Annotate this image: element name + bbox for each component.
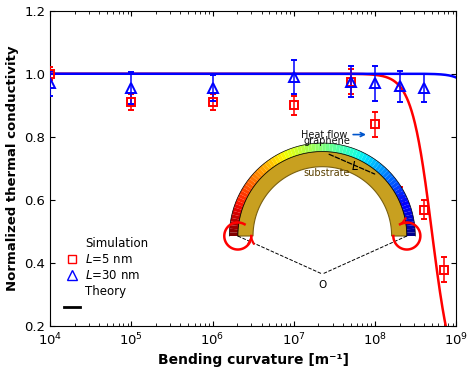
Polygon shape <box>377 165 385 174</box>
Polygon shape <box>322 143 326 151</box>
Polygon shape <box>238 151 407 236</box>
Polygon shape <box>271 157 278 166</box>
Polygon shape <box>355 150 361 159</box>
Text: O: O <box>318 280 327 290</box>
Polygon shape <box>311 143 316 152</box>
Polygon shape <box>401 204 411 210</box>
Polygon shape <box>374 163 383 172</box>
Polygon shape <box>391 181 400 189</box>
Polygon shape <box>232 211 241 216</box>
Polygon shape <box>405 218 414 223</box>
Polygon shape <box>304 144 309 153</box>
Polygon shape <box>399 197 408 204</box>
Text: graphene: graphene <box>303 137 350 147</box>
Polygon shape <box>389 178 398 186</box>
Polygon shape <box>249 176 258 184</box>
Polygon shape <box>280 151 287 161</box>
Polygon shape <box>230 222 239 226</box>
Legend: Simulation, $L$=5 nm, $L$=30 nm, Theory,   : Simulation, $L$=5 nm, $L$=30 nm, Theory, <box>60 233 152 317</box>
Polygon shape <box>369 159 377 167</box>
Polygon shape <box>259 165 267 174</box>
Polygon shape <box>336 144 340 153</box>
Y-axis label: Normalized thermal conductivity: Normalized thermal conductivity <box>6 46 18 291</box>
Polygon shape <box>326 143 329 152</box>
Polygon shape <box>407 229 415 233</box>
Polygon shape <box>404 211 413 216</box>
Text: $L$: $L$ <box>350 160 358 173</box>
Polygon shape <box>252 173 260 181</box>
Polygon shape <box>301 145 306 154</box>
Polygon shape <box>319 143 322 151</box>
Polygon shape <box>372 161 380 170</box>
Polygon shape <box>407 232 415 236</box>
Polygon shape <box>394 187 403 195</box>
Polygon shape <box>392 184 401 192</box>
Polygon shape <box>256 168 265 176</box>
Polygon shape <box>384 173 393 181</box>
Polygon shape <box>283 150 290 159</box>
Polygon shape <box>234 204 243 210</box>
Polygon shape <box>241 187 250 195</box>
Polygon shape <box>406 225 415 229</box>
Polygon shape <box>308 144 312 153</box>
Polygon shape <box>329 143 333 152</box>
Polygon shape <box>287 149 293 158</box>
Polygon shape <box>401 200 410 207</box>
Polygon shape <box>243 184 252 192</box>
Polygon shape <box>382 170 391 179</box>
Polygon shape <box>361 153 368 162</box>
Polygon shape <box>245 181 254 189</box>
Polygon shape <box>403 207 412 213</box>
Polygon shape <box>229 225 238 229</box>
Polygon shape <box>254 170 263 179</box>
Polygon shape <box>237 197 246 204</box>
Polygon shape <box>345 147 351 156</box>
Polygon shape <box>358 151 365 161</box>
Polygon shape <box>235 200 244 207</box>
Polygon shape <box>366 157 374 166</box>
Polygon shape <box>233 207 242 213</box>
Polygon shape <box>231 214 240 220</box>
Polygon shape <box>406 222 415 226</box>
Polygon shape <box>332 144 337 153</box>
Polygon shape <box>398 194 407 201</box>
Text: substrate: substrate <box>303 169 350 178</box>
Polygon shape <box>342 145 347 155</box>
Polygon shape <box>268 159 275 167</box>
Polygon shape <box>380 168 388 176</box>
Polygon shape <box>277 153 284 162</box>
Polygon shape <box>262 163 270 172</box>
Polygon shape <box>364 155 371 164</box>
Polygon shape <box>290 148 296 157</box>
Polygon shape <box>404 214 413 220</box>
Text: Heat flow: Heat flow <box>301 129 364 140</box>
Polygon shape <box>297 145 302 155</box>
Polygon shape <box>352 149 358 158</box>
X-axis label: Bending curvature [m⁻¹]: Bending curvature [m⁻¹] <box>158 354 349 367</box>
Polygon shape <box>387 176 395 184</box>
Polygon shape <box>238 194 247 201</box>
Polygon shape <box>229 232 238 236</box>
Polygon shape <box>339 145 344 154</box>
Polygon shape <box>229 229 238 233</box>
Polygon shape <box>265 161 273 170</box>
Polygon shape <box>274 155 281 164</box>
Polygon shape <box>230 218 239 223</box>
Polygon shape <box>348 148 355 157</box>
Polygon shape <box>239 191 248 198</box>
Polygon shape <box>247 178 256 186</box>
Polygon shape <box>293 147 300 156</box>
Polygon shape <box>315 143 319 152</box>
Polygon shape <box>396 191 405 198</box>
